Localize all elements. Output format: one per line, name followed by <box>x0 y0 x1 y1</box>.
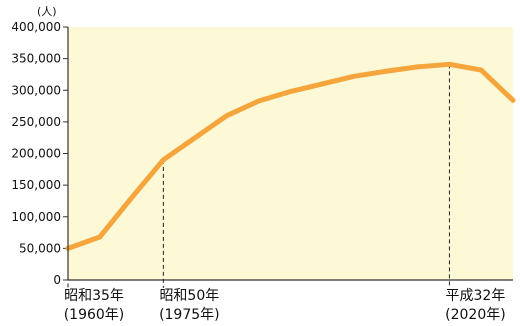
x-axis-labels: 昭和35年 (1960年) 昭和50年 (1975年) 平成32年 (2020年) <box>64 288 506 323</box>
y-tick-label: 0 <box>53 273 61 287</box>
y-tick-label: 150,000 <box>11 178 61 192</box>
x-label-era: 昭和50年 <box>159 288 219 304</box>
y-tick-label: 300,000 <box>11 83 61 97</box>
y-tick-label: 100,000 <box>11 210 61 224</box>
x-label-year: (1960年) <box>64 307 125 323</box>
x-label-era: 昭和35年 <box>64 288 124 304</box>
data-points <box>67 64 514 249</box>
y-tick-label: 350,000 <box>11 52 61 66</box>
y-tick-label: 400,000 <box>11 20 61 34</box>
plot-area <box>68 27 513 280</box>
x-label-era: 平成32年 <box>446 288 506 304</box>
y-axis-ticks: 400,000 350,000 300,000 250,000 200,000 150,0… <box>11 20 68 287</box>
x-label-year: (2020年) <box>445 307 506 323</box>
y-tick-label: 200,000 <box>11 147 61 161</box>
guide-lines <box>67 64 450 288</box>
y-tick-label: 250,000 <box>11 115 61 129</box>
y-tick-label: 50,000 <box>19 241 61 255</box>
x-label-year: (1975年) <box>159 307 220 323</box>
y-axis-unit-label: (人) <box>37 5 57 18</box>
